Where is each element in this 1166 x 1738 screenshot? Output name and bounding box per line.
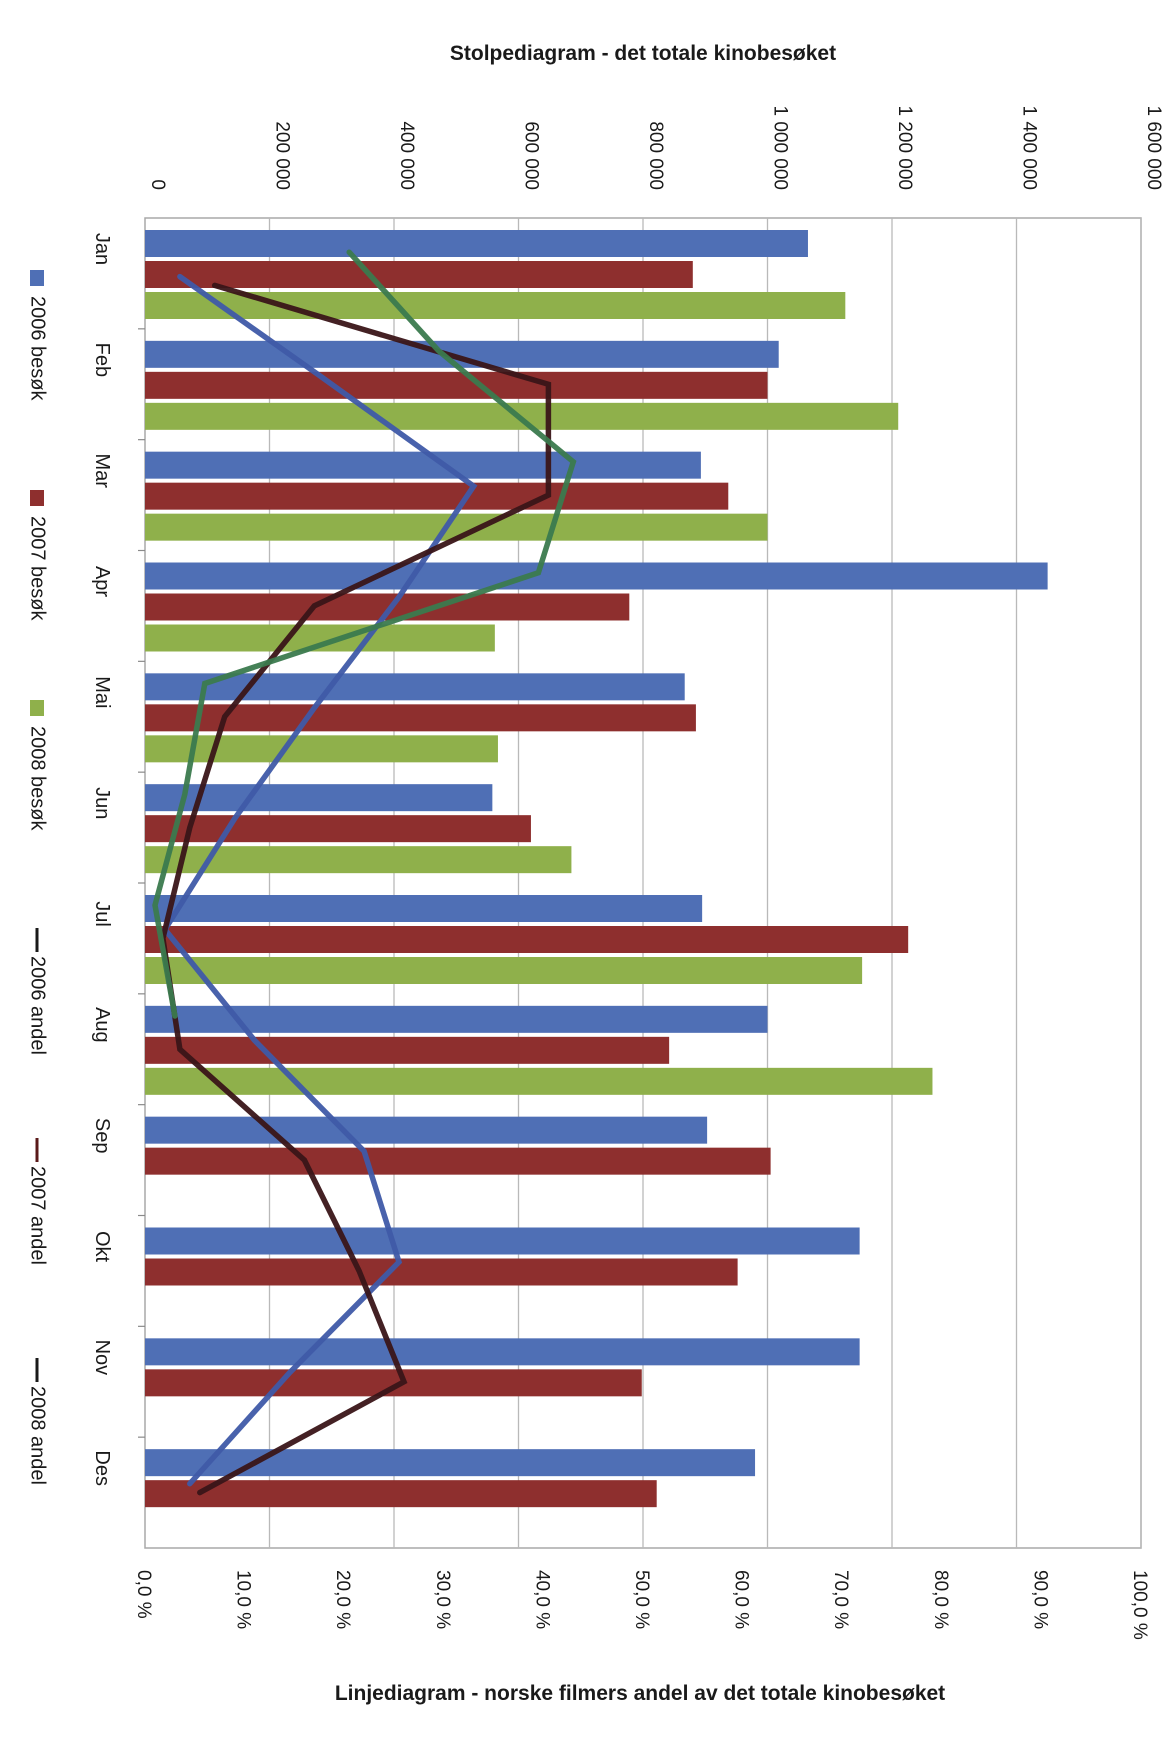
bar-2007-besøk-mai bbox=[145, 704, 696, 732]
legend-entry-2007-andel: 2007 andel bbox=[27, 1138, 49, 1265]
value-tick-label: 400 000 bbox=[396, 121, 417, 190]
legend-entry-2008-besøk: 2008 besøk bbox=[27, 700, 49, 832]
legend-label: 2007 besøk bbox=[27, 516, 49, 622]
legend-swatch bbox=[30, 490, 44, 506]
value-tick-label: 1 400 000 bbox=[1019, 105, 1040, 190]
share-tick-label: 30,0 % bbox=[432, 1570, 453, 1629]
category-label-jun: Jun bbox=[91, 787, 113, 819]
gridlines bbox=[138, 218, 1142, 1548]
category-label-okt: Okt bbox=[91, 1231, 113, 1263]
share-tick-label: 20,0 % bbox=[332, 1570, 353, 1629]
share-tick-label: 100,0 % bbox=[1129, 1570, 1150, 1640]
bar-2007-besøk-jul bbox=[145, 926, 909, 953]
legend-label: 2007 andel bbox=[27, 1166, 49, 1265]
category-label-sep: Sep bbox=[91, 1118, 113, 1154]
value-tick-label: 1 200 000 bbox=[894, 105, 915, 190]
value-tick-label: 200 000 bbox=[272, 121, 293, 190]
bar-2007-besøk-nov bbox=[145, 1369, 642, 1397]
share-axis-ticks: 0,0 % 10,0 % 20,0 % 30,0 % 40,0 % 50,0 % 60,0 … bbox=[133, 1570, 1150, 1640]
bar-2007-besøk-jan bbox=[145, 261, 693, 288]
share-tick-label: 90,0 % bbox=[1029, 1570, 1050, 1629]
category-label-mar: Mar bbox=[91, 453, 113, 488]
category-label-nov: Nov bbox=[91, 1340, 113, 1376]
secondary-chart-title: Linjediagram - norske filmers andel av d… bbox=[335, 1682, 945, 1705]
legend-entry-2006-besøk: 2006 besøk bbox=[27, 270, 49, 402]
value-tick-label: 600 000 bbox=[521, 121, 542, 190]
category-label-feb: Feb bbox=[91, 343, 113, 377]
bar-2006-besøk-nov bbox=[145, 1338, 860, 1366]
legend-label: 2008 besøk bbox=[27, 726, 49, 832]
bar-2008-besøk-mai bbox=[145, 735, 498, 763]
category-label-des: Des bbox=[91, 1450, 113, 1486]
line-2006-andel bbox=[161, 273, 478, 1487]
bar-2006-besøk-okt bbox=[145, 1227, 860, 1255]
value-tick-label: 0 bbox=[147, 179, 168, 190]
bar-2008-besøk-jul bbox=[145, 957, 863, 984]
share-tick-label: 80,0 % bbox=[930, 1570, 951, 1629]
bar-2006-besøk-mar bbox=[145, 451, 701, 479]
bar-2007-besøk-feb bbox=[145, 371, 768, 399]
bar-2007-besøk-des bbox=[145, 1480, 657, 1508]
bar-2007-besøk-sep bbox=[145, 1147, 771, 1175]
legend-entry-2008-andel: 2008 andel bbox=[27, 1358, 49, 1485]
bar-2006-besøk-mai bbox=[145, 673, 685, 701]
bar-2006-besøk-des bbox=[145, 1449, 756, 1477]
bar-2006-besøk-feb bbox=[145, 340, 779, 368]
legend-entry-2006-andel: 2006 andel bbox=[27, 928, 49, 1055]
bar-2006-besøk-aug bbox=[145, 1005, 768, 1033]
category-label-mai: Mai bbox=[91, 676, 113, 708]
legend-entry-2007-besøk: 2007 besøk bbox=[27, 490, 49, 622]
category-label-aug: Aug bbox=[91, 1007, 113, 1043]
share-tick-label: 0,0 % bbox=[133, 1570, 154, 1619]
legend-swatch bbox=[30, 700, 44, 716]
category-label-apr: Apr bbox=[91, 566, 113, 597]
share-tick-label: 10,0 % bbox=[233, 1570, 254, 1629]
value-tick-label: 1 000 000 bbox=[770, 105, 791, 190]
share-tick-label: 60,0 % bbox=[731, 1570, 752, 1629]
bar-2007-besøk-mar bbox=[145, 482, 729, 510]
bar-2007-besøk-jun bbox=[145, 815, 531, 843]
share-lines bbox=[152, 249, 577, 1496]
legend-label: 2008 andel bbox=[27, 1386, 49, 1485]
value-axis-ticks: 0 200 000 400 000 600 000 800 000 1 000 000 1 … bbox=[147, 105, 1164, 190]
chart-title: Stolpediagram - det totale kinobesøket bbox=[450, 42, 836, 65]
value-tick-label: 800 000 bbox=[645, 121, 666, 190]
plot-area bbox=[138, 217, 1142, 1549]
legend: 2006 besøk 2007 besøk 2008 besøk 2006 andel… bbox=[27, 270, 49, 1485]
legend-swatch bbox=[30, 270, 44, 286]
bar-2007-besøk-okt bbox=[145, 1258, 738, 1286]
bar-2006-besøk-sep bbox=[145, 1116, 708, 1144]
bars bbox=[145, 230, 1048, 1508]
share-tick-label: 40,0 % bbox=[531, 1570, 552, 1629]
category-label-jan: Jan bbox=[91, 233, 113, 265]
line-2007-andel bbox=[160, 282, 552, 1496]
value-tick-label: 1 600 000 bbox=[1143, 105, 1164, 190]
share-tick-label: 70,0 % bbox=[830, 1570, 851, 1629]
share-tick-label: 50,0 % bbox=[631, 1570, 652, 1629]
bar-2008-besøk-aug bbox=[145, 1067, 933, 1095]
category-axis-ticks: Jan Feb Mar Apr Mai Jun Jul Aug Sep Okt Nov Des bbox=[91, 233, 113, 1486]
bar-2006-besøk-jul bbox=[145, 895, 703, 922]
line-2008-andel bbox=[152, 249, 577, 1019]
bar-2006-besøk-apr bbox=[145, 562, 1048, 590]
legend-label: 2006 besøk bbox=[27, 296, 49, 402]
legend-label: 2006 andel bbox=[27, 956, 49, 1055]
category-label-jul: Jul bbox=[91, 901, 113, 927]
bar-2007-besøk-aug bbox=[145, 1036, 670, 1064]
bar-2006-besøk-jan bbox=[145, 230, 808, 257]
